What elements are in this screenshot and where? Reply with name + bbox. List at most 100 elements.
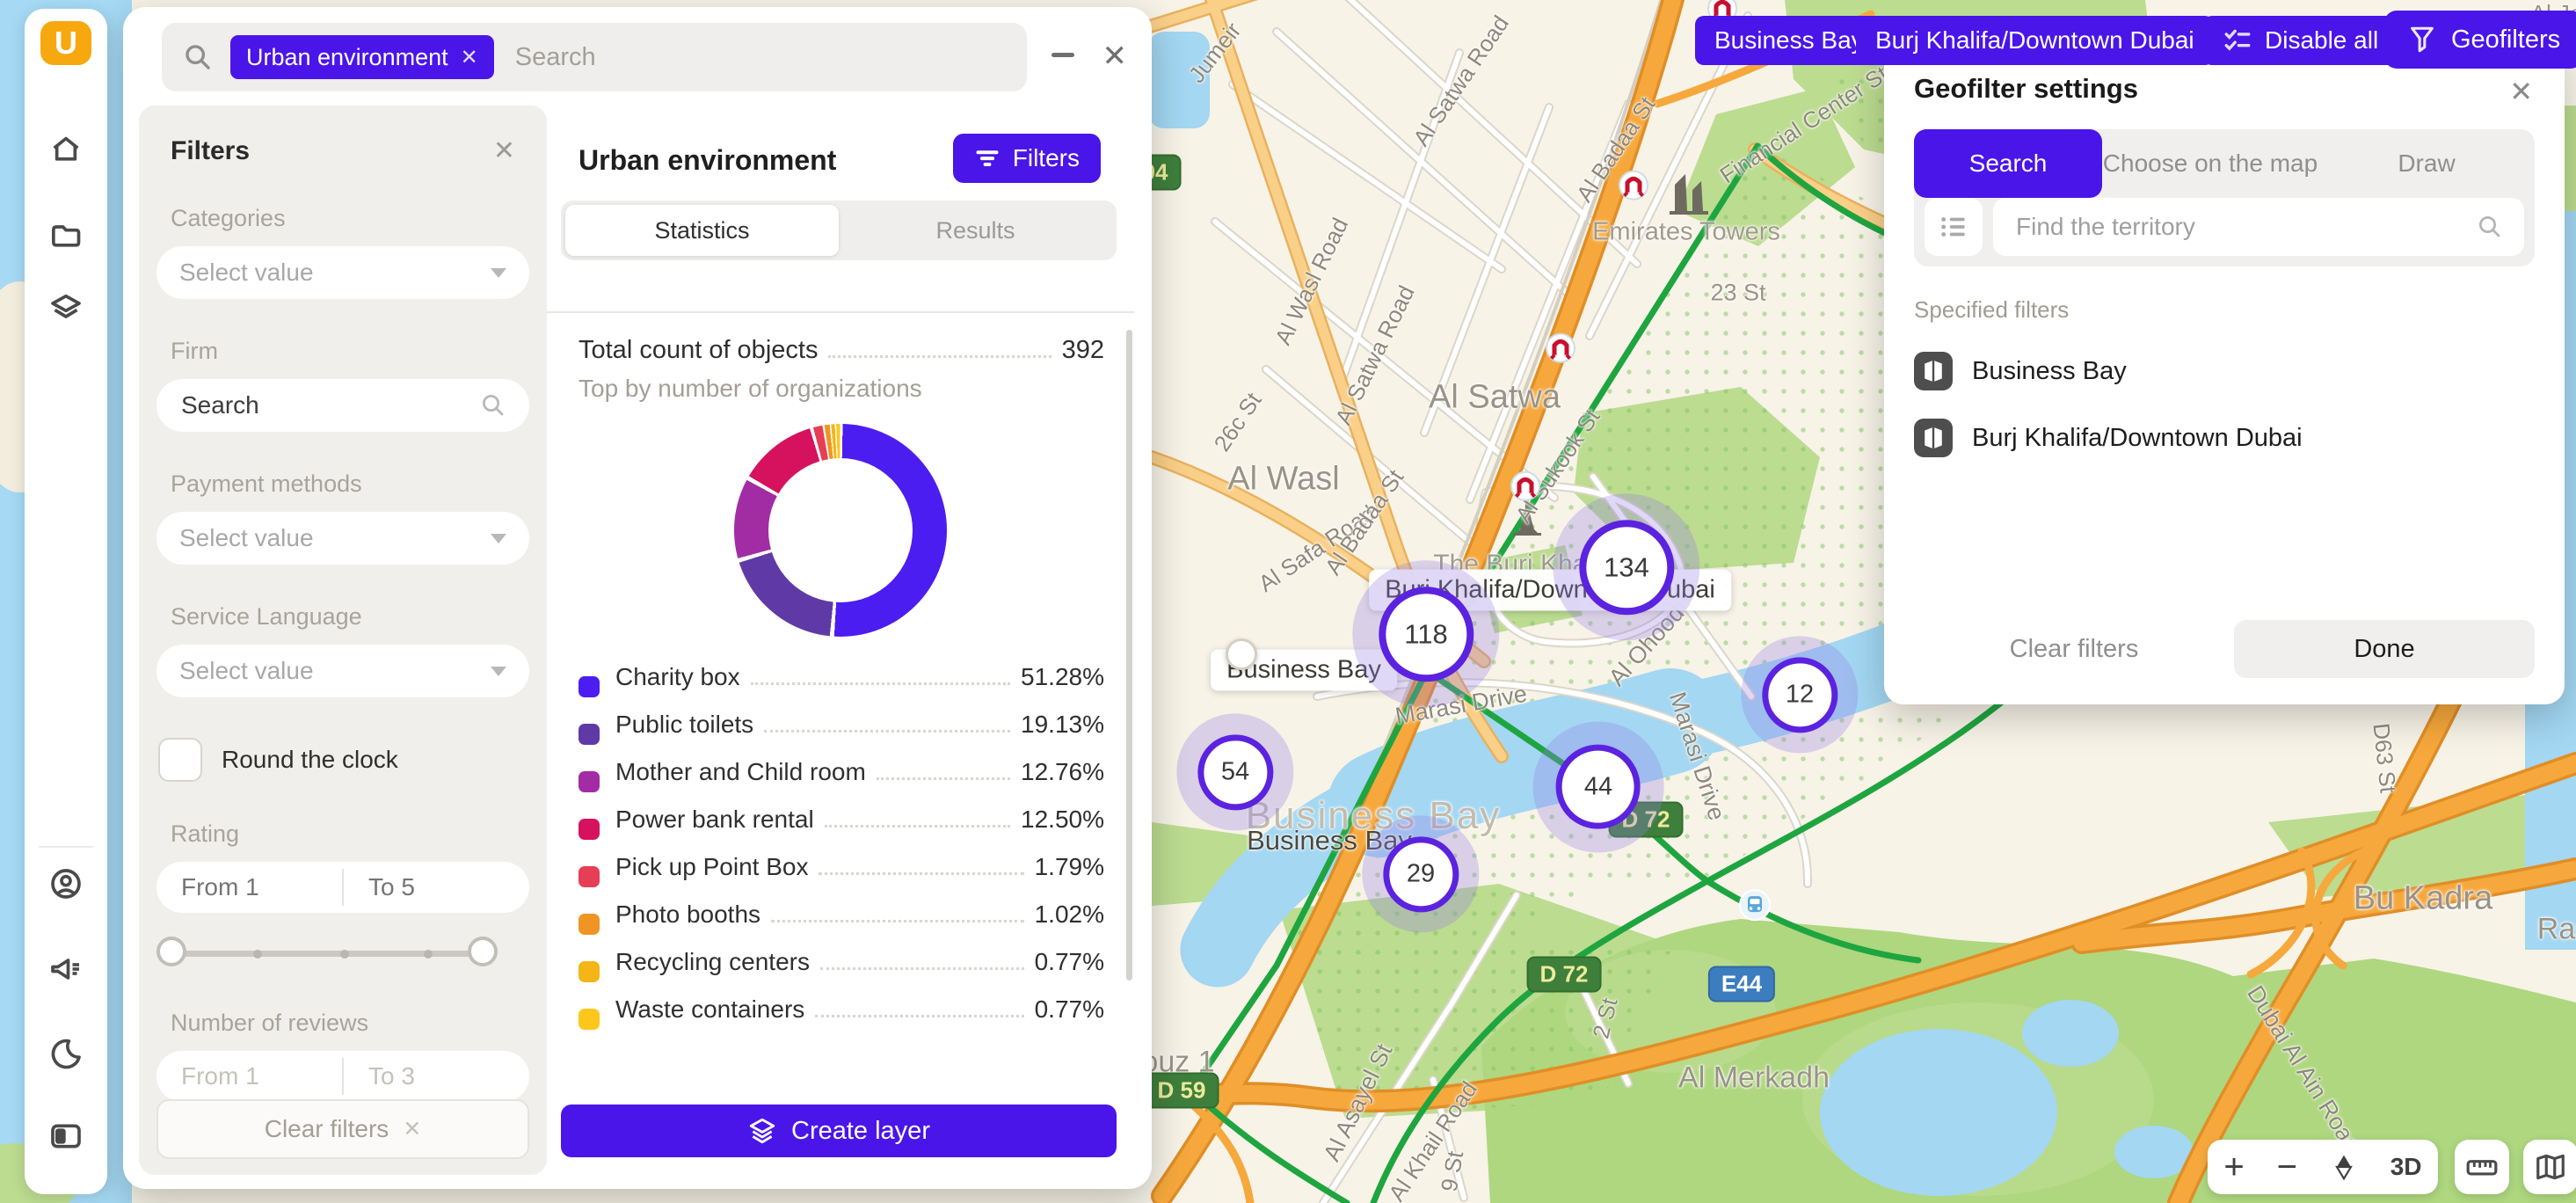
legend-swatch <box>579 1009 600 1030</box>
service-language-select[interactable]: Select value <box>156 645 529 697</box>
tab-statistics[interactable]: Statistics <box>565 205 839 256</box>
categories-select[interactable]: Select value <box>156 246 529 299</box>
compass-icon[interactable] <box>2330 1153 2358 1181</box>
legend-row[interactable]: Charity box 51.28% <box>579 663 1104 711</box>
rating-slider[interactable] <box>156 936 522 971</box>
legend-value: 0.77% <box>1034 995 1104 1023</box>
collapse-sidebar-icon[interactable] <box>48 1119 84 1154</box>
night-mode-moon-icon[interactable] <box>48 1036 84 1071</box>
chart-title: Top by number of organizations <box>579 375 922 402</box>
rating-label: Rating <box>171 820 240 847</box>
slider-handle-min[interactable] <box>156 937 186 966</box>
geofilter-chip-burj-khalifa[interactable]: Burj Khalifa/Downtown Dubai <box>1856 16 2214 65</box>
close-icon[interactable]: ✕ <box>2509 76 2533 107</box>
scrollbar[interactable] <box>1126 330 1132 981</box>
legend-row[interactable]: Photo booths 1.02% <box>579 900 1104 948</box>
search-icon <box>483 395 504 416</box>
legend-value: 12.50% <box>1021 806 1104 833</box>
total-count-label: Total count of objects <box>579 336 819 364</box>
legend-value: 19.13% <box>1021 711 1104 738</box>
legend-row[interactable]: Mother and Child room 12.76% <box>579 758 1104 806</box>
map-controls-bar: + − 3D <box>2208 1140 2438 1194</box>
search-input[interactable] <box>513 41 1027 73</box>
specified-filter-item[interactable]: Business Bay <box>1914 352 2535 390</box>
tab-results[interactable]: Results <box>935 216 1015 244</box>
app-logo[interactable]: U <box>40 21 91 65</box>
legend-row[interactable]: Waste containers 0.77% <box>579 995 1104 1043</box>
firm-search-field[interactable] <box>156 379 529 432</box>
round-the-clock-checkbox-row[interactable]: Round the clock <box>158 738 529 782</box>
specified-filter-item[interactable]: Burj Khalifa/Downtown Dubai <box>1914 419 2535 457</box>
rating-to-input[interactable] <box>367 872 506 902</box>
territory-list-button[interactable] <box>1925 198 1983 256</box>
legend-row[interactable]: Pick up Point Box 1.79% <box>579 853 1104 900</box>
legend-swatch <box>579 819 600 840</box>
legend-label: Mother and Child room <box>615 758 866 785</box>
service-language-label: Service Language <box>171 603 362 630</box>
filters-button-label: Filters <box>1012 144 1080 171</box>
legend-row[interactable]: Public toilets 19.13% <box>579 711 1104 758</box>
legend-swatch <box>579 914 600 935</box>
legend-swatch <box>579 866 600 887</box>
geofilters-button[interactable]: Geofilters <box>2384 11 2576 69</box>
map-style-button[interactable] <box>2523 1140 2576 1194</box>
slider-tick <box>252 950 262 959</box>
projects-folder-icon[interactable] <box>48 218 84 253</box>
slider-track[interactable] <box>164 951 482 957</box>
home-icon[interactable] <box>48 132 84 167</box>
clear-filters-button[interactable]: Clear filters <box>2009 634 2139 663</box>
firm-search-input[interactable] <box>179 390 445 420</box>
remove-chip-icon[interactable]: ✕ <box>460 45 478 69</box>
disable-all-button[interactable]: Disable all <box>2203 16 2398 65</box>
tab-search[interactable]: Search <box>1914 129 2102 198</box>
account-icon[interactable] <box>48 866 84 901</box>
3d-mode-button[interactable]: 3D <box>2390 1153 2422 1180</box>
zoom-out-button[interactable]: − <box>2276 1148 2297 1186</box>
total-count-row: Total count of objects 392 <box>579 336 1104 365</box>
filters-button[interactable]: Filters <box>952 134 1101 183</box>
slider-handle-max[interactable] <box>468 937 498 966</box>
close-icon[interactable]: ✕ <box>492 136 515 165</box>
create-layer-button[interactable]: Create layer <box>561 1105 1117 1157</box>
rating-from-input[interactable] <box>179 872 319 902</box>
reviews-from-input[interactable] <box>179 1061 319 1091</box>
legend-label: Pick up Point Box <box>615 853 809 880</box>
legend-label: Photo booths <box>615 900 761 928</box>
funnel-icon <box>2411 26 2434 53</box>
clear-filters-button[interactable]: Clear filters ✕ <box>156 1099 529 1159</box>
create-layer-label: Create layer <box>791 1116 930 1145</box>
done-button[interactable]: Done <box>2234 620 2535 678</box>
legend-row[interactable]: Power bank rental 12.50% <box>579 806 1104 853</box>
checkbox[interactable] <box>158 738 202 782</box>
announcements-megaphone-icon[interactable] <box>48 951 84 987</box>
minimize-icon[interactable] <box>1052 53 1074 57</box>
geofilter-settings-panel: Geofilter settings ✕ Search Choose on th… <box>1884 43 2565 704</box>
legend-label: Power bank rental <box>615 806 814 833</box>
main-search-bar[interactable]: Urban environment ✕ <box>162 23 1027 91</box>
legend-value: 51.28% <box>1021 663 1104 690</box>
ruler-button[interactable] <box>2455 1140 2509 1194</box>
payment-methods-label: Payment methods <box>171 470 362 497</box>
chevron-down-icon <box>491 666 506 676</box>
payment-methods-select[interactable]: Select value <box>156 512 529 565</box>
legend-row[interactable]: Recycling centers 0.77% <box>579 948 1104 995</box>
geofilters-label: Geofilters <box>2451 25 2561 54</box>
reviews-to-input[interactable] <box>367 1061 506 1091</box>
search-chip-urban-environment[interactable]: Urban environment ✕ <box>230 35 494 79</box>
zoom-in-button[interactable]: + <box>2223 1148 2245 1186</box>
checklist-icon <box>2224 29 2251 51</box>
territory-name: Business Bay <box>1972 356 2127 385</box>
layers-icon <box>749 1118 775 1144</box>
territory-search-input[interactable] <box>2014 212 2477 242</box>
territory-icon <box>1914 419 1953 457</box>
geofilter-chip-business-bay[interactable]: Business Bay <box>1695 16 1883 65</box>
territory-search-row <box>1914 198 2535 256</box>
disable-all-label: Disable all <box>2265 26 2379 54</box>
close-icon[interactable]: ✕ <box>1102 40 1128 73</box>
territory-search-field[interactable] <box>1993 198 2524 256</box>
stats-tabs: Statistics Results <box>561 200 1117 260</box>
tab-choose-on-map[interactable]: Choose on the map <box>2102 149 2318 177</box>
map-highways <box>1151 0 2576 1203</box>
tab-draw[interactable]: Draw <box>2398 149 2456 177</box>
layers-icon[interactable] <box>48 290 84 325</box>
